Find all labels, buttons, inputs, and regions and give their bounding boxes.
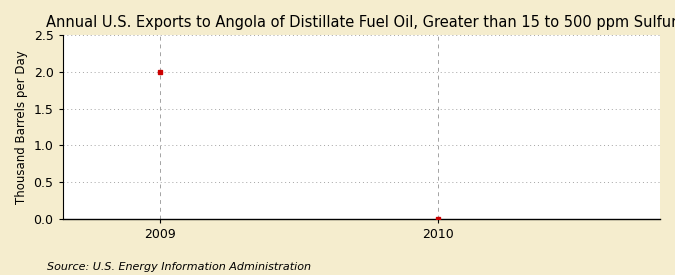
Title: Annual U.S. Exports to Angola of Distillate Fuel Oil, Greater than 15 to 500 ppm: Annual U.S. Exports to Angola of Distill… — [46, 15, 675, 30]
Text: Source: U.S. Energy Information Administration: Source: U.S. Energy Information Administ… — [47, 262, 311, 272]
Y-axis label: Thousand Barrels per Day: Thousand Barrels per Day — [15, 50, 28, 204]
